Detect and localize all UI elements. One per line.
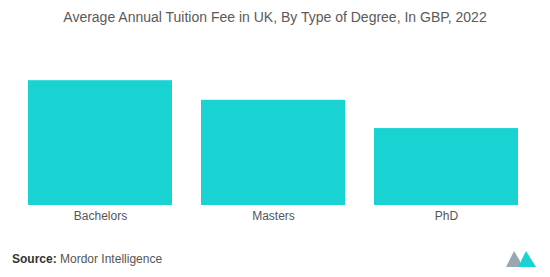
svg-text:Masters: Masters — [252, 209, 295, 223]
html-text:Average Annual Tuition Fee in: Average Annual Tuition Fee in UK, By Typ… — [63, 9, 487, 25]
svg-text:PhD: PhD — [435, 209, 459, 223]
svg-text:Bachelors: Bachelors — [74, 209, 127, 223]
html-text:Source: Mordor Intelligence: Source: Mordor Intelligence — [12, 252, 163, 266]
